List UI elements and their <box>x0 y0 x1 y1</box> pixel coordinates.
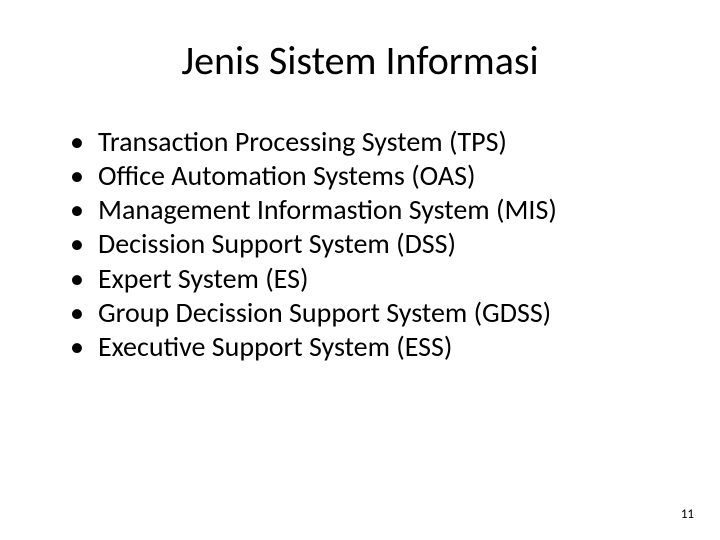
page-number: 11 <box>681 507 694 522</box>
list-item: Group Decission Support System (GDSS) <box>70 296 670 330</box>
slide: Jenis Sistem Informasi Transaction Proce… <box>0 0 720 540</box>
list-item: Transaction Processing System (TPS) <box>70 125 670 159</box>
list-item: Decission Support System (DSS) <box>70 227 670 261</box>
list-item: Office Automation Systems (OAS) <box>70 159 670 193</box>
slide-title: Jenis Sistem Informasi <box>50 36 670 85</box>
bullet-list: Transaction Processing System (TPS) Offi… <box>50 125 670 364</box>
list-item: Management Informastion System (MIS) <box>70 193 670 227</box>
list-item: Executive Support System (ESS) <box>70 330 670 364</box>
list-item: Expert System (ES) <box>70 262 670 296</box>
